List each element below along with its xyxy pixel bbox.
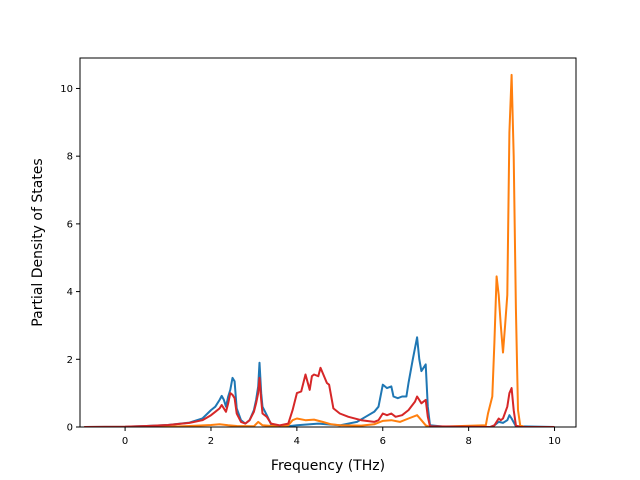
series-line-2 <box>84 73 555 427</box>
x-tick-label: 4 <box>294 436 300 447</box>
x-axis-label: Frequency (THz) <box>271 458 385 474</box>
x-tick-label: 0 <box>122 436 128 447</box>
x-tick-label: 10 <box>548 436 561 447</box>
y-tick-label: 10 <box>60 84 73 95</box>
y-tick-label: 6 <box>67 219 73 230</box>
series-line-1 <box>84 336 555 427</box>
y-axis-ticks: 0 2 4 6 8 10 <box>60 84 80 434</box>
x-axis-ticks: 0 2 4 6 8 10 <box>122 427 561 447</box>
y-tick-label: 0 <box>67 423 73 434</box>
series-lines <box>84 73 555 427</box>
x-tick-label: 6 <box>380 436 386 447</box>
y-tick-label: 2 <box>67 355 73 366</box>
x-tick-label: 8 <box>465 436 471 447</box>
plot-frame <box>79 57 577 428</box>
y-tick-label: 4 <box>67 287 73 298</box>
x-tick-label: 2 <box>208 436 214 447</box>
y-axis-label: Partial Density of States <box>30 158 46 326</box>
series-line-3 <box>84 366 555 427</box>
y-tick-label: 8 <box>67 152 73 163</box>
